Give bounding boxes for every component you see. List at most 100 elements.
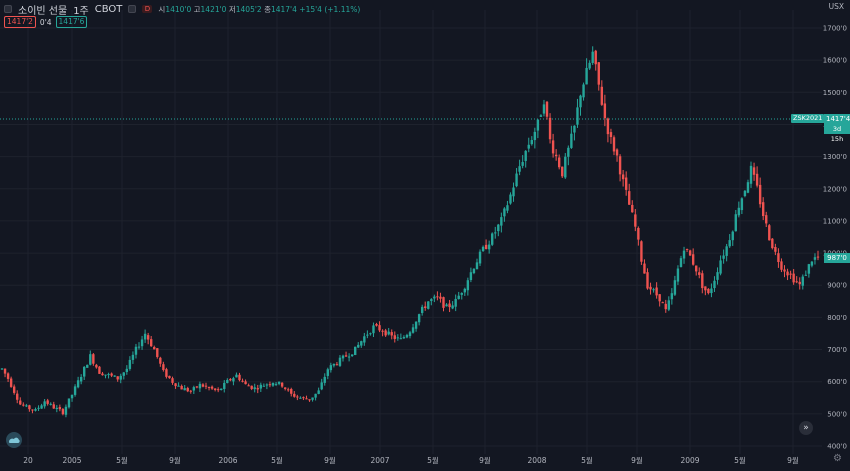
candle-body	[6, 373, 10, 379]
interval-label[interactable]: 1주	[73, 5, 89, 17]
candle-body	[16, 393, 19, 400]
candle-body	[487, 244, 491, 250]
candle-body	[533, 131, 537, 141]
candle-body	[752, 167, 756, 175]
bid-button[interactable]: 1417'2	[4, 16, 36, 28]
candle-body	[634, 214, 637, 227]
candle-body	[542, 104, 546, 114]
candle-body	[156, 348, 159, 357]
candle-body	[76, 380, 80, 388]
candle-body	[320, 382, 323, 390]
bid-ask-row: 1417'2 0'4 1417'6	[4, 16, 88, 28]
symbol-title[interactable]: 소이빈 선물	[18, 5, 68, 17]
candle-body	[40, 405, 43, 409]
candle-body	[804, 274, 808, 276]
candle-body	[131, 354, 135, 360]
candle-body	[308, 399, 311, 401]
candle-body	[393, 335, 396, 339]
time-tick-label: 9월	[169, 455, 181, 465]
candle-body	[603, 103, 607, 119]
price-tick-label: 1200'0	[823, 185, 847, 193]
candle-body	[746, 182, 750, 193]
candle-body	[405, 334, 409, 338]
candle-body	[305, 398, 308, 400]
candle-body	[31, 409, 34, 411]
candle-body	[615, 149, 619, 156]
gear-icon[interactable]: ⚙	[833, 453, 842, 464]
candle-body	[691, 254, 695, 265]
time-tick-label: 9월	[479, 455, 491, 465]
candle-body	[506, 205, 509, 211]
candle-body	[536, 119, 540, 131]
candle-body	[457, 295, 460, 300]
candle-body	[582, 84, 585, 98]
candle-body	[271, 382, 275, 386]
candle-body	[280, 382, 284, 387]
time-tick-label: 2009	[680, 456, 699, 465]
candle-body	[777, 253, 780, 263]
candle-body	[417, 314, 421, 323]
candle-body	[564, 156, 567, 178]
candle-body	[262, 385, 266, 387]
candle-body	[332, 363, 336, 366]
time-tick-label: 9월	[324, 455, 336, 465]
candle-body	[500, 217, 503, 226]
candle-body	[201, 384, 205, 387]
candle-body	[494, 232, 497, 234]
time-tick-label: 2007	[370, 456, 389, 465]
candle-body	[67, 398, 71, 408]
candle-body	[679, 258, 683, 267]
candle-body	[557, 157, 561, 168]
candle-body	[0, 368, 4, 370]
candle-body	[198, 383, 202, 389]
candle-body	[375, 323, 378, 326]
candle-body	[122, 372, 125, 376]
candle-body	[89, 354, 92, 365]
candle-body	[247, 385, 250, 387]
candle-body	[189, 390, 192, 392]
candle-body	[497, 224, 500, 232]
candle-body	[585, 67, 588, 85]
candle-body	[755, 173, 759, 186]
candle-body	[719, 260, 722, 274]
candle-body	[637, 227, 640, 240]
candle-body	[168, 375, 171, 379]
candle-body	[427, 301, 430, 309]
candle-body	[551, 140, 555, 154]
candle-body	[61, 409, 65, 415]
candle-body	[149, 339, 153, 347]
candle-body	[801, 276, 804, 286]
currency-label[interactable]: USX	[828, 2, 844, 11]
candle-body	[3, 368, 7, 374]
candle-body	[128, 359, 132, 369]
ohlc-values: 시1410'0 고1421'0 저1405'2 종1417'4 +15'4 (+…	[158, 4, 361, 14]
candle-body	[743, 190, 747, 197]
candle-body	[710, 288, 713, 294]
candle-body	[146, 335, 150, 340]
candle-body	[624, 177, 628, 190]
candle-body	[701, 273, 704, 289]
ask-button[interactable]: 1417'6	[55, 16, 88, 28]
candle-body	[658, 294, 661, 302]
candle-body	[381, 330, 384, 332]
candle-body	[780, 261, 783, 270]
candle-body	[673, 280, 677, 295]
candle-body	[545, 101, 549, 117]
candle-body	[798, 281, 801, 285]
candle-body	[579, 95, 582, 108]
candle-body	[472, 268, 476, 274]
candle-body	[594, 50, 597, 65]
double-chevron-right-icon[interactable]: »	[799, 421, 813, 435]
candle-body	[159, 357, 162, 364]
tradingview-logo-icon[interactable]	[6, 432, 22, 448]
candle-body	[19, 400, 22, 405]
candle-body	[317, 390, 320, 394]
delay-badge[interactable]: D	[142, 5, 153, 13]
candle-body	[116, 376, 119, 380]
candle-body	[698, 272, 701, 275]
candle-body	[95, 364, 98, 368]
candle-body	[734, 214, 737, 232]
candle-body	[695, 265, 698, 272]
